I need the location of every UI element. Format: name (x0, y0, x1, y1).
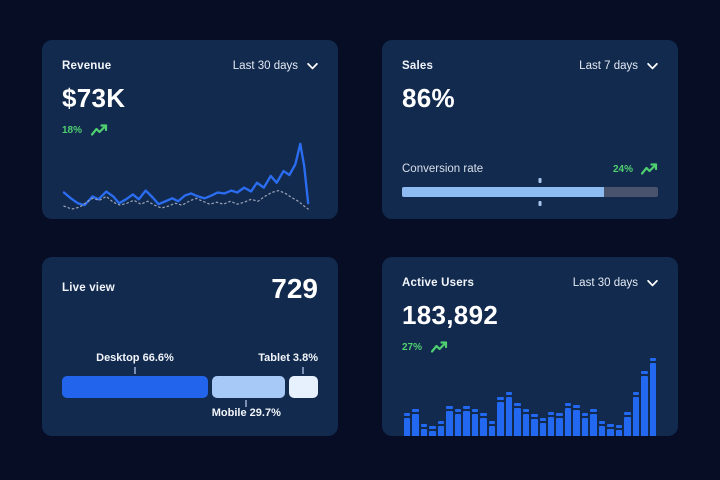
live-view-header: Live view 729 (62, 273, 318, 305)
user-bar-25 (615, 425, 623, 436)
sales-card-title: Sales (402, 60, 434, 72)
live-view-card: Live view 729 Desktop 66.6% Mobile 29.7% T… (42, 257, 338, 436)
chevron-down-icon (647, 279, 658, 286)
user-bar-27 (632, 392, 640, 436)
revenue-series-previous (63, 189, 309, 210)
user-bar-26 (624, 411, 631, 436)
conversion-delta: 24% (612, 163, 633, 175)
active-users-delta-row: 27% (402, 341, 658, 353)
user-bar-3 (429, 425, 436, 436)
sales-card-header: Sales Last 7 days (402, 60, 658, 72)
user-bar-0 (404, 412, 411, 436)
user-bar-12 (505, 392, 513, 436)
segment-tick-mobile (245, 400, 248, 407)
revenue-delta-row: 18% (62, 124, 318, 136)
user-bar-2 (420, 423, 428, 436)
segment-tick-tablet (301, 367, 304, 374)
revenue-card-title: Revenue (62, 60, 112, 72)
chevron-down-icon (647, 62, 658, 69)
user-bar-28 (641, 371, 648, 436)
live-view-title: Live view (62, 282, 115, 294)
user-bar-9 (480, 412, 487, 436)
active-users-title: Active Users (402, 277, 475, 289)
conversion-delta-row: 24% (613, 163, 658, 175)
sales-card: Sales Last 7 days 86% Conversion rate 24… (382, 40, 678, 219)
user-bar-19 (564, 403, 572, 436)
user-bar-21 (581, 413, 589, 436)
user-bar-18 (556, 413, 563, 436)
conversion-rate-header: Conversion rate 24% (402, 163, 658, 175)
user-bar-14 (522, 409, 530, 436)
active-users-bar-chart (402, 358, 658, 436)
conversion-rate-block: Conversion rate 24% (402, 163, 658, 219)
live-view-value: 729 (271, 273, 318, 304)
revenue-series-current (62, 142, 310, 207)
conversion-rate-label: Conversion rate (402, 163, 484, 175)
user-bar-17 (547, 411, 555, 436)
revenue-period-label: Last 30 days (232, 60, 298, 72)
sales-value: 86% (402, 83, 455, 113)
user-bar-23 (598, 421, 606, 436)
revenue-line-chart (62, 142, 310, 210)
revenue-period-selector[interactable]: Last 30 days (233, 60, 318, 72)
active-users-period-label: Last 30 days (572, 277, 638, 289)
device-breakdown-chart: Desktop 66.6% Mobile 29.7% Tablet 3.8% (62, 352, 318, 419)
active-users-card: Active Users Last 30 days 183,892 27% (382, 257, 678, 436)
user-bar-29 (649, 358, 657, 436)
revenue-card: Revenue Last 30 days $73K 18% (42, 40, 338, 219)
revenue-delta: 18% (62, 124, 83, 136)
trending-up-icon (641, 163, 658, 175)
user-bar-8 (471, 409, 479, 436)
active-users-header: Active Users Last 30 days (402, 277, 658, 289)
trending-up-icon (91, 124, 108, 136)
revenue-chart-area (62, 137, 318, 219)
user-bar-10 (488, 421, 496, 436)
user-bar-24 (607, 423, 614, 436)
segment-tick-desktop (133, 367, 136, 374)
conversion-progress-fill (402, 187, 605, 197)
device-stacked-bar (62, 376, 318, 398)
user-bar-22 (590, 409, 597, 436)
segment-label-mobile: Mobile 29.7% (211, 407, 281, 419)
revenue-value: $73K (62, 83, 126, 113)
user-bar-1 (412, 409, 419, 436)
active-users-value: 183,892 (402, 300, 499, 330)
sales-period-label: Last 7 days (579, 60, 638, 72)
segment-desktop (62, 376, 209, 398)
user-bar-13 (514, 403, 521, 436)
user-bar-6 (454, 409, 462, 436)
progress-target-marker (538, 201, 542, 206)
user-bar-5 (446, 405, 453, 436)
segment-label-desktop: Desktop 66.6% (96, 352, 174, 364)
revenue-card-header: Revenue Last 30 days (62, 60, 318, 72)
conversion-progress-bar (402, 178, 658, 206)
user-bar-11 (497, 397, 504, 436)
segment-label-tablet: Tablet 3.8% (258, 352, 318, 364)
active-users-delta: 27% (402, 341, 423, 353)
user-bar-7 (463, 406, 470, 436)
segment-mobile (212, 376, 285, 398)
segment-tablet (288, 376, 318, 398)
progress-target-marker (538, 178, 542, 183)
user-bar-20 (573, 404, 580, 436)
active-users-period-selector[interactable]: Last 30 days (573, 277, 658, 289)
user-bar-4 (437, 421, 445, 436)
user-bar-16 (539, 418, 546, 436)
sales-period-selector[interactable]: Last 7 days (579, 60, 658, 72)
trending-up-icon (431, 341, 448, 353)
chevron-down-icon (307, 62, 318, 69)
user-bar-15 (531, 414, 538, 436)
